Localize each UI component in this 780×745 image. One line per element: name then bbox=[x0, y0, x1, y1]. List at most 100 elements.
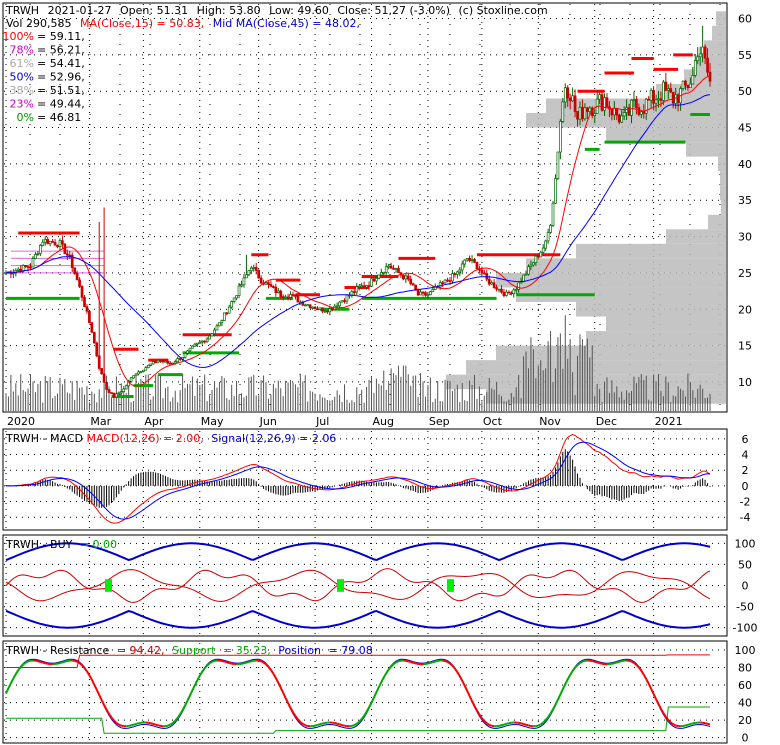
candle-body bbox=[100, 368, 104, 375]
month-tick-label: Apr bbox=[144, 415, 164, 428]
stochastic-step bbox=[103, 704, 108, 711]
fib-value-label: = 59.11, bbox=[37, 30, 85, 43]
candle-body bbox=[122, 388, 126, 392]
candle-body bbox=[281, 296, 285, 298]
buy-upper-band bbox=[5, 542, 711, 562]
stochastic-step bbox=[574, 664, 579, 669]
candle-body bbox=[350, 291, 354, 296]
month-tick-label: 2021 bbox=[655, 415, 683, 428]
candle-body bbox=[183, 353, 187, 358]
stochastic-step bbox=[478, 714, 483, 719]
header-line-2: Vol 290,585 MA(Close,15) = 50.83, Mid MA… bbox=[6, 17, 360, 30]
stochastic-step bbox=[206, 662, 211, 667]
stochastic-step bbox=[685, 723, 689, 727]
candle-body bbox=[583, 107, 587, 120]
buy-line-a bbox=[5, 568, 711, 603]
candle-body bbox=[546, 232, 550, 242]
candle-body bbox=[593, 113, 597, 116]
stochastic-step bbox=[176, 713, 181, 719]
stochastic-step bbox=[37, 660, 41, 663]
candle-body bbox=[115, 393, 118, 398]
candle-body bbox=[38, 244, 42, 254]
candle-body bbox=[539, 251, 543, 258]
candle-body bbox=[529, 264, 533, 267]
candle-body bbox=[365, 285, 368, 288]
volume-profile-bar bbox=[708, 214, 726, 230]
header-midma: Mid MA(Close,45) = 48.02, bbox=[213, 17, 360, 30]
candle-body bbox=[259, 277, 263, 284]
stochastic-step bbox=[152, 722, 156, 726]
header-line-1: TRWH 2021-01-27 Open: 51.31 High: 53.80 … bbox=[5, 4, 548, 17]
candle-body bbox=[502, 291, 506, 296]
price-tick-label: 60 bbox=[738, 13, 752, 26]
stochastic-step bbox=[265, 663, 270, 668]
volume-profile-bar bbox=[446, 374, 726, 390]
candle-body bbox=[708, 71, 712, 82]
volume-profile-bar bbox=[686, 142, 726, 157]
stochastic-step bbox=[292, 711, 297, 717]
stochastic-step bbox=[540, 721, 544, 726]
stochastic-step bbox=[184, 700, 189, 706]
header-symbol: TRWH bbox=[5, 4, 39, 17]
candle-body bbox=[507, 291, 511, 294]
indicator-tick-label: 2 bbox=[742, 464, 749, 477]
stochastic-step bbox=[358, 718, 363, 723]
stochastic-step bbox=[10, 677, 15, 684]
candle-body bbox=[517, 282, 521, 290]
header-close: Close: 51.27 (-3.0%) bbox=[337, 4, 450, 17]
candle-body bbox=[372, 278, 376, 282]
stochastic-step bbox=[304, 724, 309, 727]
stochastic-step bbox=[476, 710, 481, 716]
macd-line bbox=[5, 433, 711, 524]
candle-body bbox=[95, 342, 99, 357]
candle-body bbox=[556, 151, 560, 179]
candle-body bbox=[622, 112, 626, 117]
candle-body bbox=[598, 94, 601, 100]
stochastic-step bbox=[336, 722, 340, 726]
volume-profile-bar bbox=[576, 243, 726, 259]
buy-lower-band bbox=[5, 609, 711, 629]
candle-body bbox=[235, 295, 238, 299]
stochastic-step bbox=[488, 723, 493, 727]
stochastic-step bbox=[110, 716, 115, 722]
candle-body bbox=[26, 266, 30, 268]
stochastic-step bbox=[665, 716, 670, 721]
indicator-tick-label: 60 bbox=[738, 679, 752, 692]
candle-body bbox=[639, 111, 643, 115]
candle-body bbox=[269, 284, 273, 287]
candle-body bbox=[68, 254, 72, 257]
candle-body bbox=[397, 268, 400, 274]
candle-body bbox=[610, 108, 614, 116]
stochastic-step bbox=[115, 722, 120, 726]
candle-body bbox=[370, 278, 373, 287]
stochastic-step bbox=[90, 679, 96, 686]
stochastic-step bbox=[274, 677, 280, 684]
stochastic-step bbox=[596, 661, 600, 665]
price-tick-label: 10 bbox=[738, 376, 752, 389]
buy-signal-marker bbox=[105, 579, 112, 592]
candle-body bbox=[279, 290, 283, 297]
stochastic-step bbox=[481, 717, 486, 722]
volume-profile-bar bbox=[696, 54, 726, 70]
candle-body bbox=[58, 240, 62, 247]
stochastic-step bbox=[201, 667, 206, 673]
candle-body bbox=[605, 97, 609, 108]
header-source: (c) Stoxline.com bbox=[459, 4, 548, 17]
month-tick-label: Nov bbox=[539, 415, 561, 428]
candle-body bbox=[48, 240, 52, 245]
volume-profile-bar bbox=[576, 301, 726, 317]
indicator-tick-label: -2 bbox=[740, 496, 751, 509]
candle-body bbox=[637, 107, 641, 115]
stochastic-step bbox=[251, 659, 254, 663]
indicator-tick-label: 4 bbox=[742, 449, 749, 462]
candle-body bbox=[411, 283, 415, 286]
stochastic-step bbox=[272, 673, 277, 679]
stochastic-step bbox=[172, 720, 176, 724]
fib-value-label: = 54.41, bbox=[37, 57, 85, 70]
candle-body bbox=[492, 282, 496, 288]
stochastic-step bbox=[537, 723, 542, 727]
candle-body bbox=[16, 268, 20, 271]
month-tick-label: Aug bbox=[372, 415, 393, 428]
volume-profile-bar bbox=[466, 360, 726, 375]
stochastic-step bbox=[186, 695, 191, 702]
